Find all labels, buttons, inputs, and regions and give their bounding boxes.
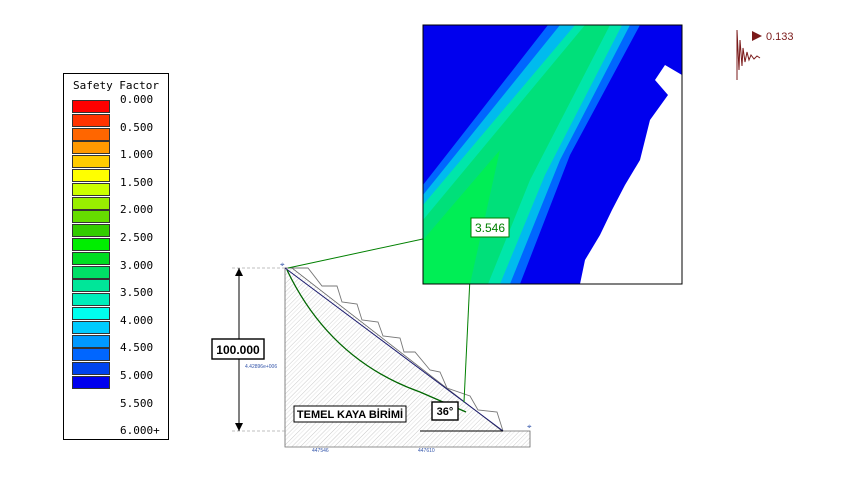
zoom-contour-window xyxy=(422,24,683,285)
legend-tick-label: 4.500 xyxy=(120,341,154,355)
toe-marker: ⌖ xyxy=(527,422,532,431)
crest-marker: ⌖ xyxy=(280,260,285,269)
legend-swatch xyxy=(72,293,110,307)
legend-tick-label: 0.000 xyxy=(120,93,154,106)
legend-swatch xyxy=(72,155,110,169)
legend-swatch xyxy=(72,265,110,279)
dimension-arrow-top xyxy=(235,268,243,276)
legend-swatch xyxy=(72,238,110,251)
angle-label-box xyxy=(431,401,459,421)
legend-swatch xyxy=(72,320,110,334)
legend-tick-label: 4.000 xyxy=(120,313,154,327)
seismic-arrow xyxy=(752,31,762,41)
legend-swatch xyxy=(72,210,110,224)
legend-tick-label: 2.500 xyxy=(120,231,154,244)
left-axis-label: 4.42896e+006 xyxy=(245,364,277,370)
legend-swatch xyxy=(72,362,110,376)
legend-swatch xyxy=(72,141,110,155)
safety-factor-legend: Safety Factor 0.000 0.500 1.000 1.500 2.000 2… xyxy=(63,73,169,440)
seismic-value: 0.133 xyxy=(766,31,794,43)
dimension-label: 100.000 xyxy=(216,343,260,357)
legend-swatch xyxy=(72,376,110,389)
legend-swatch xyxy=(72,182,110,196)
legend-swatch xyxy=(72,251,110,265)
legend-tick-label: 3.500 xyxy=(120,286,154,300)
unstable-void-region xyxy=(580,65,682,284)
legend-tick-label: 3.000 xyxy=(120,258,154,272)
safety-factor-value-box xyxy=(470,217,510,238)
legend-swatch xyxy=(72,224,110,238)
seismic-waveform xyxy=(736,29,761,80)
bench-profile xyxy=(285,267,504,432)
bottom-right-axis-label: 447610 xyxy=(418,448,435,454)
bottom-left-axis-label: 447546 xyxy=(312,448,329,454)
legend-swatch xyxy=(72,127,110,141)
legend-swatch xyxy=(72,279,110,293)
legend-swatch xyxy=(72,196,110,210)
legend-tick-label: 1.500 xyxy=(120,175,154,189)
legend-swatch xyxy=(72,334,110,348)
legend-title: Safety Factor xyxy=(72,79,160,92)
legend-swatch xyxy=(72,169,110,182)
legend-swatch xyxy=(72,307,110,320)
legend-tick-label: 5.000 xyxy=(120,369,154,382)
dimension-arrow-bottom xyxy=(235,423,243,431)
critical-slip-surface xyxy=(286,269,467,413)
dimension-label-box xyxy=(211,338,265,360)
unit-label: TEMEL KAYA BİRİMİ xyxy=(297,408,403,421)
slope-face-line xyxy=(284,267,504,432)
legend-tick-label: 2.000 xyxy=(120,203,154,217)
legend-swatch xyxy=(72,113,110,127)
legend-swatch xyxy=(72,348,110,362)
legend-tick-label: 5.500 xyxy=(120,396,154,410)
angle-label: 36° xyxy=(437,406,454,418)
legend-swatch xyxy=(72,100,110,113)
legend-tick-label: 1.000 xyxy=(120,148,154,162)
unit-label-box xyxy=(293,405,407,423)
safety-factor-value: 3.546 xyxy=(475,221,505,235)
legend-tick-label: 0.500 xyxy=(120,120,154,134)
legend-tick-label: 6.000+ xyxy=(120,424,160,438)
